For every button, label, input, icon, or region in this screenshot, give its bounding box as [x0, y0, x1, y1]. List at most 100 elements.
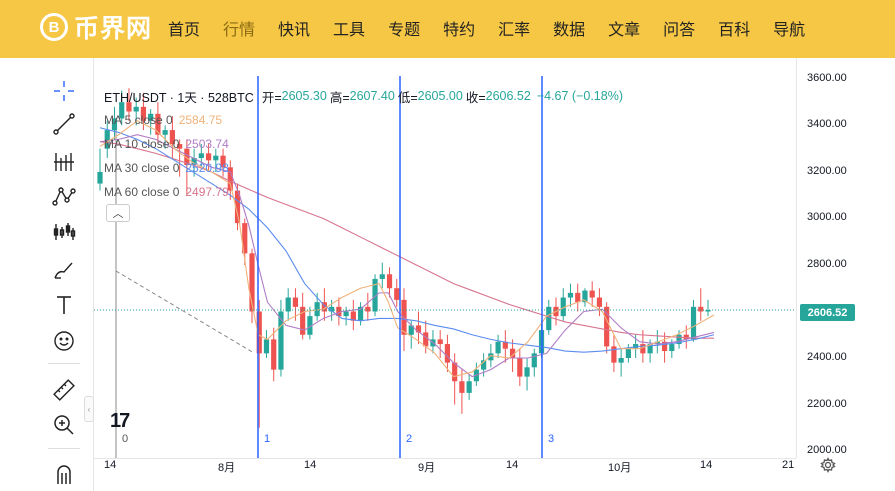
- candle-body: [517, 358, 523, 377]
- nav-item[interactable]: 文章: [608, 22, 641, 39]
- ma-legend-row[interactable]: MA 60 close 0 2497.79: [104, 180, 623, 204]
- candlestick-chart[interactable]: [94, 58, 796, 458]
- chart-legend: ETH/USDT · 1天 · 528BTC 开= 2605.30 高= 2607.…: [104, 84, 623, 204]
- logo-text: 币界网: [74, 15, 153, 43]
- candle-body: [437, 339, 443, 345]
- candle-body: [198, 153, 204, 158]
- price-tick-label: 2200.00: [807, 397, 847, 410]
- ma10-line: [99, 134, 715, 378]
- time-tick-label: 21: [782, 459, 795, 471]
- event-marker-label: 1: [264, 433, 271, 445]
- candle-body: [495, 341, 501, 354]
- crosshair-icon[interactable]: [50, 77, 78, 105]
- prediction-icon[interactable]: [50, 218, 78, 246]
- pattern-icon[interactable]: [50, 183, 78, 211]
- candle-body: [596, 297, 603, 307]
- ma-label: MA 60 close 0: [104, 185, 180, 199]
- change-value: −4.67 (−0.18%): [536, 89, 623, 103]
- candle-body: [140, 106, 147, 121]
- candle-body: [155, 113, 161, 135]
- candle-body: [575, 292, 581, 303]
- candle-body: [234, 190, 241, 224]
- candle-body: [227, 167, 233, 191]
- chart-area[interactable]: ‹ ETH/USDT · 1天 · 528BTC 开= 2605.30 高= 260…: [0, 58, 895, 491]
- candle-body: [205, 153, 212, 161]
- nav-item[interactable]: 快讯: [278, 22, 311, 39]
- low-label: 低=: [397, 90, 418, 105]
- nav-item[interactable]: 专题: [388, 22, 421, 39]
- open-value: 2605.30: [281, 89, 327, 103]
- price-axis[interactable]: 3600.003400.003200.003000.002800.002600.…: [796, 58, 895, 458]
- candle-body: [365, 306, 371, 312]
- toolbar-collapse-tab[interactable]: ‹: [84, 396, 94, 422]
- open-label: 开=: [261, 90, 282, 105]
- candle-body: [242, 223, 248, 254]
- time-tick-label: 14: [700, 459, 713, 471]
- chart-settings-gear-icon[interactable]: [820, 457, 836, 473]
- zero-marker-label: 0: [122, 433, 129, 445]
- candle-body: [343, 311, 349, 317]
- symbol-label[interactable]: ETH/USDT · 1天 · 528BTC: [104, 90, 254, 105]
- candle-body: [126, 102, 132, 112]
- candle-body: [509, 348, 516, 358]
- brush-icon[interactable]: [50, 256, 78, 284]
- main-nav: 首页 行情 快讯 工具 专题 特约 汇率 数据 文章 问答 百科 导航: [168, 16, 828, 40]
- candle-body: [321, 302, 327, 312]
- time-tick-label: 14: [104, 459, 117, 471]
- nav-item[interactable]: 工具: [333, 22, 366, 39]
- candle-body: [423, 332, 429, 347]
- candle-body: [169, 130, 175, 145]
- time-tick-label: 10月: [608, 462, 632, 474]
- ma-value: 2503.74: [185, 137, 229, 151]
- candle-body: [133, 106, 139, 112]
- candle-body: [524, 367, 530, 377]
- nav-item[interactable]: 行情: [223, 22, 256, 39]
- magnet-icon[interactable]: [50, 460, 78, 488]
- candle-body: [285, 297, 291, 312]
- candle-body: [531, 353, 537, 368]
- nav-item[interactable]: 特约: [443, 22, 476, 39]
- candle-body: [705, 310, 711, 312]
- candle-body: [408, 325, 414, 335]
- nav-item[interactable]: 首页: [168, 22, 201, 39]
- nav-item[interactable]: 问答: [663, 22, 696, 39]
- text-icon[interactable]: [50, 291, 78, 319]
- ma-value: 2520.98: [185, 161, 229, 175]
- tradingview-logo[interactable]: 17: [110, 410, 130, 432]
- time-tick-label: 14: [506, 459, 519, 471]
- trend-line-icon[interactable]: [50, 110, 78, 138]
- time-axis[interactable]: 14 8月 14 9月 14 10月 14 21: [94, 458, 796, 491]
- event-marker-label: 3: [548, 433, 555, 445]
- ma-legend-row[interactable]: MA 10 close 0 2503.74: [104, 132, 623, 156]
- time-tick-label: 14: [304, 459, 317, 471]
- candle-body: [336, 306, 342, 317]
- candle-body: [191, 158, 197, 165]
- nav-item[interactable]: 汇率: [498, 22, 531, 39]
- nav-item[interactable]: 百科: [718, 22, 751, 39]
- candle-body: [611, 346, 617, 363]
- ma-legend-row[interactable]: MA 30 close 0 2520.98: [104, 156, 623, 180]
- candle-body: [683, 334, 689, 340]
- legend-collapse-button[interactable]: ︿: [106, 204, 130, 222]
- candle-body: [300, 306, 306, 335]
- candle-body: [452, 362, 458, 382]
- price-tick-label: 2800.00: [807, 257, 847, 270]
- top-header: B 币界网 首页 行情 快讯 工具 专题 特约 汇率 数据 文章 问答 百科 导航: [0, 0, 895, 58]
- ma-value: 2584.75: [178, 113, 223, 127]
- fib-retracement-icon[interactable]: [50, 148, 78, 176]
- ma-value: 2497.79: [185, 185, 229, 199]
- zoom-in-icon[interactable]: [50, 411, 78, 439]
- candle-body: [329, 306, 335, 312]
- ohlc-row: ETH/USDT · 1天 · 528BTC 开= 2605.30 高= 2607.…: [104, 84, 623, 108]
- ruler-icon[interactable]: [50, 376, 78, 404]
- price-tick-label: 3200.00: [807, 164, 847, 177]
- nav-item[interactable]: 数据: [553, 22, 586, 39]
- emoji-icon[interactable]: [50, 327, 78, 355]
- candle-body: [271, 339, 277, 370]
- candle-body: [567, 292, 574, 298]
- nav-item[interactable]: 导航: [773, 22, 806, 39]
- price-tick-label: 2400.00: [807, 351, 847, 363]
- site-logo[interactable]: B 币界网: [40, 11, 152, 43]
- ma-legend-row[interactable]: MA 5 close 0 2584.75: [104, 108, 623, 132]
- candle-body: [104, 130, 110, 149]
